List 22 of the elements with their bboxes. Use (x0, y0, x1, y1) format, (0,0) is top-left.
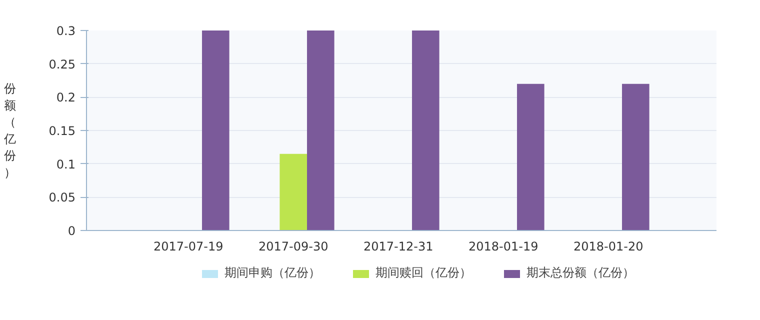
bar (280, 154, 307, 230)
bar (622, 84, 650, 230)
y-tick-label: 0.3 (56, 24, 76, 38)
y-tick-label: 0.2 (56, 90, 76, 105)
bar (307, 30, 334, 230)
x-tick-label: 2017-09-30 (258, 240, 328, 254)
y-tick-label: 0.05 (48, 190, 76, 205)
x-tick-label: 2017-07-19 (153, 240, 224, 254)
bar (202, 30, 230, 230)
y-tick-label: 0 (68, 224, 76, 238)
y-tick-label: 0.25 (48, 57, 76, 72)
legend-label: 期末总份额（亿份） (526, 264, 634, 282)
bar (412, 30, 440, 230)
x-tick-label: 2017-12-31 (363, 240, 434, 254)
y-axis-title: 份额（亿份） (2, 82, 16, 180)
legend-label: 期间申购（亿份） (224, 264, 320, 282)
x-tick-label: 2018-01-20 (573, 240, 644, 254)
y-tick-label: 0.15 (48, 124, 76, 138)
bar (517, 84, 544, 230)
y-tick-label: 0.1 (56, 157, 76, 172)
x-tick-label: 2018-01-19 (468, 240, 538, 254)
legend-label: 期间赎回（亿份） (376, 264, 472, 282)
